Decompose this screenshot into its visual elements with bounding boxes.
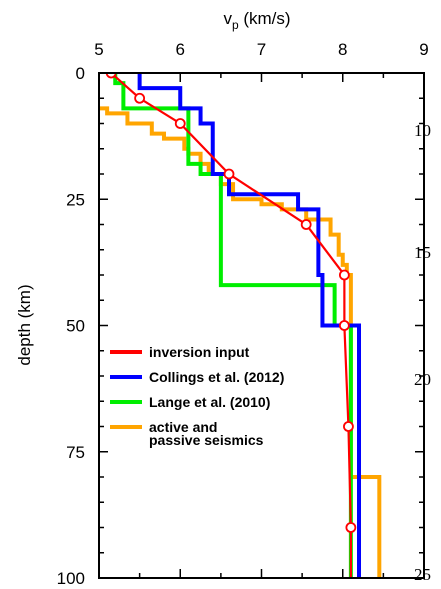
plot-frame [98, 72, 425, 579]
legend-label-1-0: Collings et al. (2012) [149, 369, 284, 385]
x-tick-label-8: 8 [338, 40, 347, 59]
inversion-point-4 [300, 219, 312, 230]
x-tick-label-5: 5 [94, 40, 103, 59]
legend-label-3-1: passive seismics [149, 432, 264, 448]
y-tick-labels: 0 25 50 75 100 [57, 64, 85, 588]
x-axis-label-sub: p [232, 18, 239, 32]
x-tick-label-7: 7 [257, 40, 266, 59]
y-tick-label-25: 25 [66, 190, 85, 209]
background-tick-labels: 10 15 20 25 [414, 121, 431, 584]
x-tick-label-6: 6 [176, 40, 185, 59]
y-tick-label-100: 100 [57, 569, 85, 588]
x-axis-label-unit: (km/s) [239, 9, 291, 28]
y-tick-label-75: 75 [66, 443, 85, 462]
x-tick-label-9: 9 [419, 40, 428, 59]
background-tick-25: 25 [414, 565, 431, 584]
axis-ticks [98, 72, 425, 579]
series-line-collings-et-al-2012 [137, 73, 361, 578]
inversion-point-7 [343, 421, 354, 432]
series-line-inversion-input [110, 73, 352, 578]
legend-label-0-0: inversion input [149, 344, 250, 360]
series-line-lange-et-al-2010 [113, 73, 353, 578]
y-tick-label-0: 0 [76, 64, 85, 83]
inversion-point-6 [338, 320, 350, 331]
x-tick-labels: 5 6 7 8 9 [94, 40, 428, 59]
inversion-point-5 [338, 269, 350, 281]
series-group [99, 73, 382, 578]
series-line-active-and-passive-seismics [99, 106, 382, 578]
y-tick-label-50: 50 [66, 317, 85, 336]
background-tick-10: 10 [414, 121, 431, 140]
inversion-point-3 [223, 168, 235, 180]
background-tick-20: 20 [414, 370, 431, 389]
legend-label-2-0: Lange et al. (2010) [149, 394, 270, 410]
inversion-point-8 [345, 522, 357, 533]
legend-label-3-0: active and [149, 419, 217, 435]
legend: inversion input Collings et al. (2012) Lan… [110, 344, 284, 448]
background-tick-15: 15 [414, 243, 431, 262]
inversion-point-2 [174, 118, 186, 129]
y-axis-label: depth (km) [15, 284, 34, 365]
x-axis-label-main: v [223, 9, 232, 28]
inversion-point-1 [134, 92, 146, 104]
inversion-point-0 [105, 73, 117, 79]
x-axis-label: vp (km/s) [223, 9, 290, 32]
